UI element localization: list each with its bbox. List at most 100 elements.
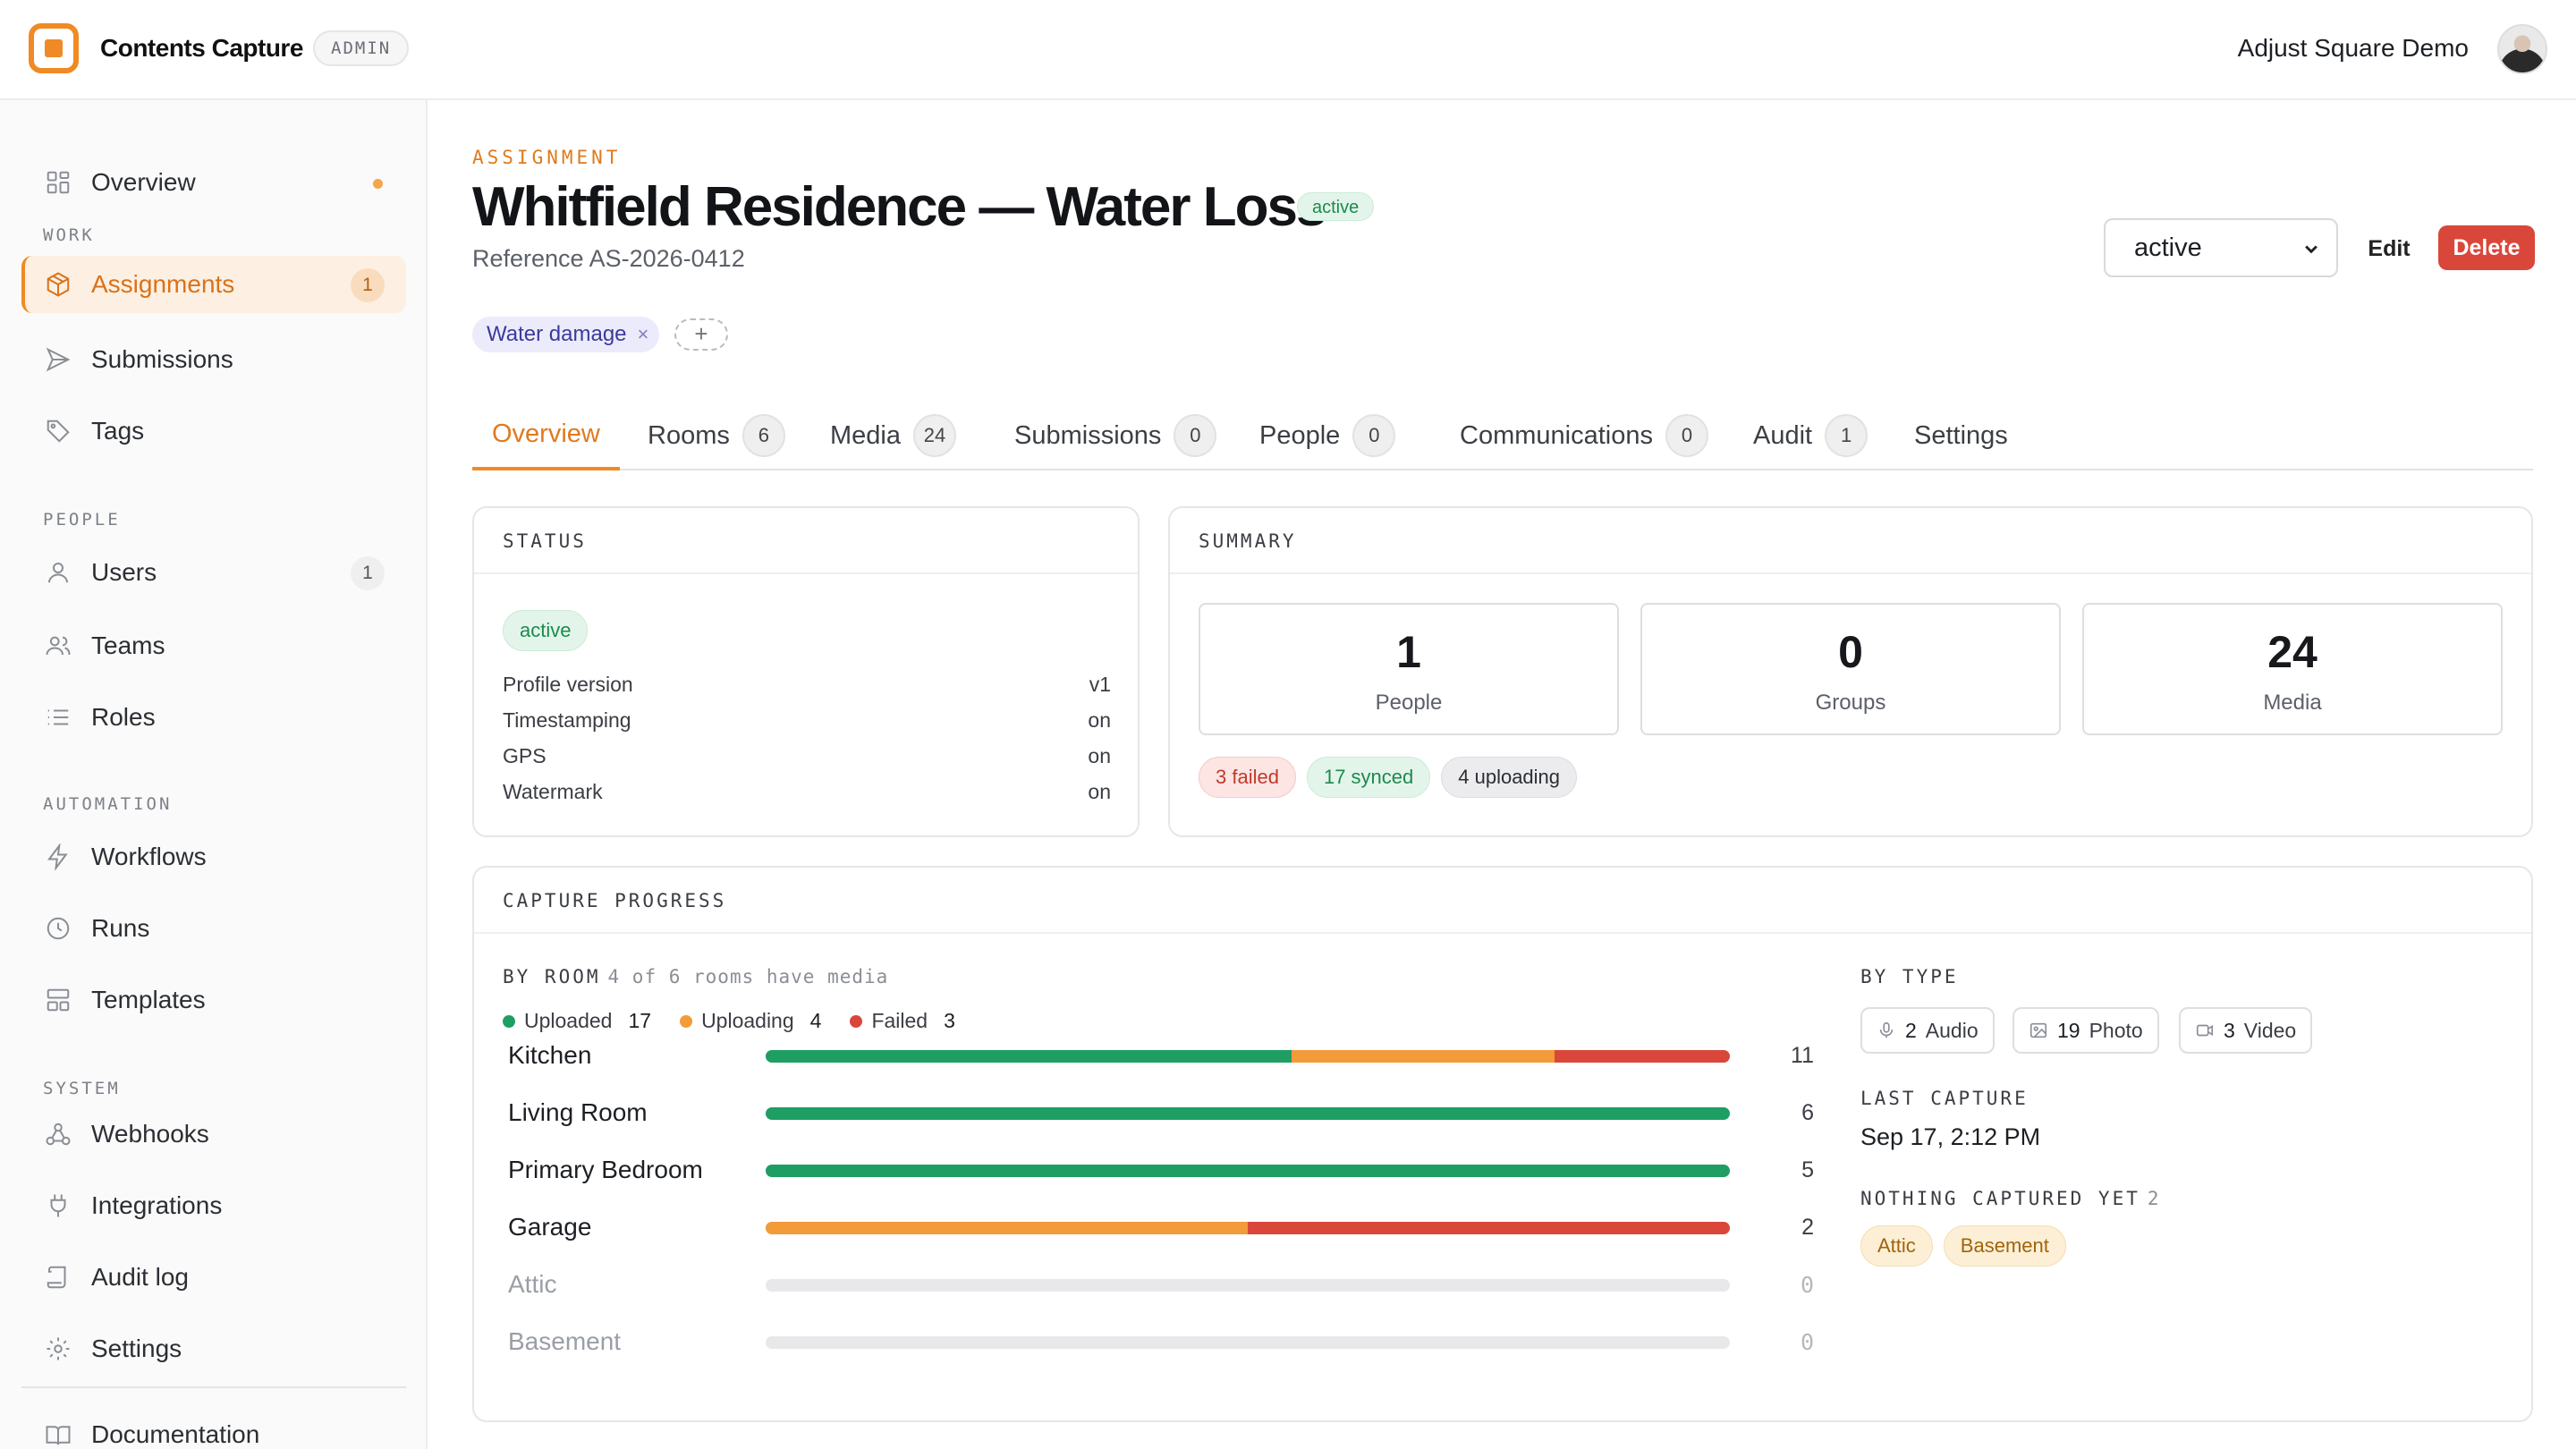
by-type-heading: BY TYPE <box>1860 966 1959 987</box>
add-tag-button[interactable]: + <box>674 318 728 351</box>
last-capture-value: Sep 17, 2:12 PM <box>1860 1123 2041 1150</box>
sidebar-item-integrations[interactable]: Integrations <box>21 1177 406 1234</box>
room-row[interactable]: Garage 2 <box>508 1209 1814 1245</box>
nothing-captured-count: 2 <box>2147 1188 2160 1209</box>
sidebar-item-audit-log[interactable]: Audit log <box>21 1249 406 1306</box>
room-progress-bar <box>766 1165 1730 1177</box>
tab-settings[interactable]: Settings <box>1894 401 2028 470</box>
legend-uploaded: Uploaded 17 <box>503 1009 651 1033</box>
status-badge: active <box>1297 192 1375 221</box>
sidebar-item-documentation[interactable]: Documentation <box>21 1406 406 1449</box>
stat-people[interactable]: 1 People <box>1199 603 1619 735</box>
room-row[interactable]: Living Room 6 <box>508 1095 1814 1131</box>
tab-count-badge: 0 <box>1352 414 1396 457</box>
sidebar-item-label: Settings <box>91 1335 182 1362</box>
tab-media[interactable]: Media 24 <box>810 401 976 470</box>
remove-tag-icon[interactable]: × <box>637 323 649 345</box>
room-count: 5 <box>1801 1157 1814 1182</box>
section-label-automation: AUTOMATION <box>43 794 173 814</box>
sidebar-item-submissions[interactable]: Submissions <box>21 331 406 388</box>
tab-bar: Overview Rooms 6 Media 24 Submissions 0 … <box>472 401 2533 470</box>
room-name: Living Room <box>508 1098 648 1126</box>
type-chip-video[interactable]: 3 Video <box>2179 1007 2313 1054</box>
kv-key: Watermark <box>503 780 603 803</box>
status-card: STATUS active Profile version v1 Timesta… <box>472 506 1140 837</box>
legend-failed: Failed 3 <box>850 1009 955 1033</box>
legend-dot <box>680 1014 693 1028</box>
status-select-value: active <box>2134 233 2202 262</box>
room-row[interactable]: Attic 0 <box>508 1267 1814 1302</box>
avatar[interactable] <box>2497 24 2547 74</box>
gear-icon <box>45 1335 72 1362</box>
room-count: 11 <box>1791 1043 1814 1068</box>
card-heading: STATUS <box>474 508 1138 574</box>
room-row[interactable]: Kitchen 11 <box>508 1038 1814 1073</box>
tab-label: Audit <box>1753 420 1813 450</box>
sidebar-item-label: Roles <box>91 703 156 731</box>
app-name[interactable]: Contents Capture <box>100 34 303 62</box>
legend-dot <box>503 1014 515 1028</box>
tab-rooms[interactable]: Rooms 6 <box>628 401 805 470</box>
type-label: Photo <box>2089 1018 2143 1042</box>
webhook-icon <box>45 1121 72 1148</box>
type-count: 3 <box>2224 1018 2235 1042</box>
sidebar-item-workflows[interactable]: Workflows <box>21 828 406 886</box>
sidebar-item-users[interactable]: Users 1 <box>21 544 406 601</box>
status-select[interactable]: active <box>2104 218 2338 277</box>
tab-label: Submissions <box>1014 420 1162 450</box>
mic-icon <box>1879 1021 1894 1038</box>
sidebar-item-templates[interactable]: Templates <box>21 971 406 1029</box>
page-title: Whitfield Residence — Water Loss <box>472 176 1326 238</box>
image-icon <box>2029 1022 2047 1038</box>
sidebar-item-teams[interactable]: Teams <box>21 617 406 674</box>
legend-value: 17 <box>628 1009 652 1032</box>
type-label: Video <box>2243 1018 2297 1042</box>
room-name: Garage <box>508 1213 592 1241</box>
sidebar-item-settings[interactable]: Settings <box>21 1320 406 1377</box>
tag-label: Water damage <box>487 322 627 346</box>
tab-label: Communications <box>1460 420 1653 450</box>
sidebar-item-webhooks[interactable]: Webhooks <box>21 1106 406 1163</box>
sidebar-item-roles[interactable]: Roles <box>21 689 406 746</box>
room-row[interactable]: Basement 0 <box>508 1324 1814 1360</box>
type-chip-photo[interactable]: 19 Photo <box>2012 1007 2159 1054</box>
app-logo-icon[interactable] <box>29 23 79 73</box>
room-progress-bar <box>766 1050 1730 1063</box>
type-chip-audio[interactable]: 2 Audio <box>1860 1007 1995 1054</box>
role-badge: ADMIN <box>313 30 410 66</box>
sidebar-item-label: Submissions <box>91 345 233 373</box>
stat-groups[interactable]: 0 Groups <box>1640 603 2061 735</box>
tab-label: Rooms <box>648 420 730 450</box>
sidebar-item-runs[interactable]: Runs <box>21 900 406 957</box>
stat-label: People <box>1375 691 1443 715</box>
edit-button[interactable]: Edit <box>2368 236 2411 261</box>
uploading-pill[interactable]: 4 uploading <box>1441 757 1578 798</box>
failed-pill[interactable]: 3 failed <box>1199 757 1296 798</box>
tab-submissions[interactable]: Submissions 0 <box>995 401 1236 470</box>
tag-chip[interactable]: Water damage × <box>472 317 660 352</box>
send-icon <box>45 346 72 373</box>
tab-communications[interactable]: Communications 0 <box>1440 401 1728 470</box>
count-badge: 1 <box>351 556 385 590</box>
room-row[interactable]: Primary Bedroom 5 <box>508 1152 1814 1188</box>
sidebar-item-tags[interactable]: Tags <box>21 402 406 460</box>
sidebar-item-assignments[interactable]: Assignments 1 <box>21 256 406 313</box>
room-name: Attic <box>508 1270 557 1298</box>
delete-button[interactable]: Delete <box>2438 225 2535 270</box>
tab-label: Overview <box>492 419 600 448</box>
legend-uploading: Uploading 4 <box>680 1009 821 1033</box>
scroll-icon <box>45 1264 72 1291</box>
legend-value: 4 <box>809 1009 822 1032</box>
synced-pill[interactable]: 17 synced <box>1306 757 1431 798</box>
stat-media[interactable]: 24 Media <box>2082 603 2503 735</box>
org-name[interactable]: Adjust Square Demo <box>2237 34 2469 62</box>
sidebar-item-overview[interactable]: Overview <box>21 154 406 211</box>
kv-key: GPS <box>503 744 547 767</box>
progress-legend: Uploaded 17 Uploading 4 Failed 3 <box>503 1009 955 1033</box>
kv-row: Watermark on <box>503 780 1111 804</box>
tab-overview[interactable]: Overview <box>472 401 620 470</box>
empty-room-pill[interactable]: Attic <box>1860 1225 1933 1267</box>
tab-people[interactable]: People 0 <box>1240 401 1415 470</box>
empty-room-pill[interactable]: Basement <box>1943 1225 2066 1267</box>
tab-audit[interactable]: Audit 1 <box>1733 401 1887 470</box>
